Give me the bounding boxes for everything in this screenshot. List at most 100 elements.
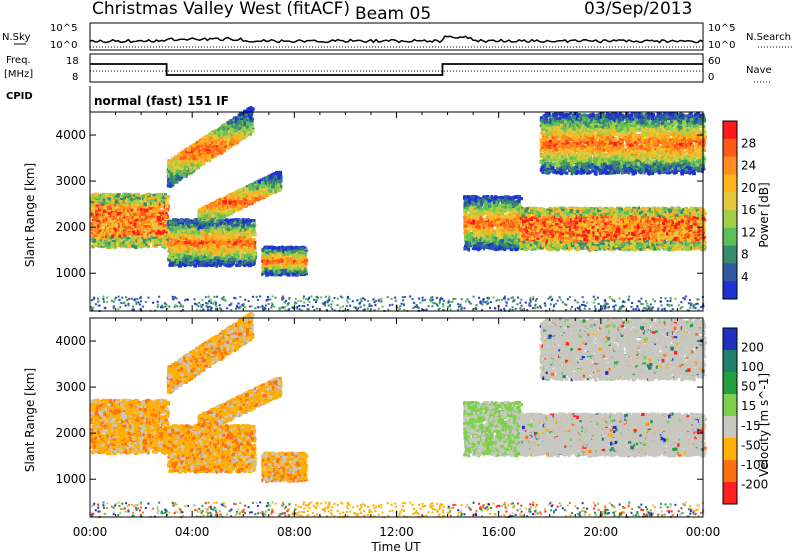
- power-cell: [242, 240, 245, 244]
- power-cell: [162, 230, 165, 234]
- power-cell: [128, 226, 131, 229]
- power-cell: [164, 233, 167, 236]
- top-panel-traces: [90, 36, 703, 75]
- power-cell: [222, 237, 224, 241]
- power-cell: [141, 195, 145, 198]
- power-cell: [193, 220, 195, 223]
- power-cell: [133, 231, 136, 235]
- power-cell: [171, 223, 174, 227]
- power-cell: [134, 223, 136, 227]
- power-cell: [240, 232, 244, 234]
- power-cell: [104, 228, 107, 231]
- power-cell: [219, 235, 222, 239]
- power-cell: [187, 225, 190, 228]
- power-cell: [197, 231, 199, 234]
- power-cell: [210, 253, 213, 255]
- power-cell: [99, 222, 101, 224]
- power-cell: [135, 204, 139, 207]
- power-cell: [164, 236, 168, 239]
- power-cell: [180, 224, 182, 226]
- power-cell: [250, 225, 253, 228]
- power-cell: [142, 227, 144, 230]
- power-cell: [125, 204, 129, 208]
- power-cell: [98, 234, 102, 236]
- power-cell: [90, 201, 94, 203]
- power-cell: [164, 195, 166, 198]
- power-cell: [214, 236, 217, 238]
- power-cell: [220, 232, 222, 234]
- power-cell: [96, 238, 99, 240]
- power-cell: [156, 241, 160, 244]
- power-cell: [90, 222, 93, 225]
- power-cell: [152, 194, 155, 196]
- power-cell: [180, 246, 182, 250]
- power-cell: [233, 254, 236, 257]
- power-cell: [211, 255, 214, 259]
- power-cell: [195, 236, 199, 238]
- power-cell: [152, 244, 154, 247]
- nsky-panel-frame: [90, 23, 703, 50]
- power-cell: [151, 202, 153, 205]
- power-cell: [125, 193, 129, 196]
- power-cell: [134, 236, 138, 238]
- power-cell: [99, 227, 102, 230]
- power-cell: [165, 216, 168, 218]
- power-cell: [108, 212, 110, 215]
- power-cell: [172, 238, 175, 241]
- power-cell: [137, 239, 140, 243]
- power-cell: [179, 250, 181, 252]
- power-cell: [157, 218, 160, 221]
- power-cell: [121, 215, 124, 217]
- power-cell: [107, 206, 111, 210]
- power-cell: [229, 244, 232, 246]
- power-cell: [201, 252, 204, 254]
- power-cell: [148, 228, 151, 232]
- power-cell: [144, 202, 148, 206]
- power-cell: [97, 216, 99, 219]
- nave-label: Nave: [746, 65, 772, 76]
- power-cell: [202, 233, 204, 236]
- power-cell: [216, 240, 219, 244]
- power-cell: [141, 223, 144, 227]
- power-cell: [120, 198, 124, 200]
- power-cell: [158, 209, 161, 211]
- power-cell: [185, 227, 187, 230]
- power-cell: [167, 241, 171, 243]
- power-cell: [167, 243, 171, 246]
- power-cell: [140, 208, 143, 211]
- power-cell: [131, 245, 135, 248]
- power-cell: [177, 238, 180, 241]
- power-cell: [251, 231, 254, 234]
- power-cell: [216, 244, 218, 247]
- power-cell: [236, 257, 239, 260]
- power-cell: [148, 238, 151, 240]
- power-cell: [137, 206, 139, 209]
- power-cell: [146, 209, 149, 213]
- power-cell: [249, 243, 251, 246]
- power-cell: [241, 255, 244, 259]
- power-cell: [147, 202, 150, 205]
- power-cell: [163, 215, 165, 218]
- power-cell: [109, 204, 112, 206]
- power-cell: [249, 229, 251, 232]
- power-cell: [238, 233, 240, 235]
- beam-label: Beam 05: [355, 4, 431, 24]
- power-cell: [245, 255, 249, 258]
- power-cell: [237, 239, 240, 243]
- power-heatmap: [90, 106, 707, 312]
- power-cell: [216, 248, 218, 251]
- power-cell: [175, 218, 178, 221]
- power-cell: [161, 204, 164, 208]
- power-cell: [225, 223, 228, 225]
- power-cell: [244, 261, 246, 264]
- power-cell: [221, 249, 224, 253]
- power-cell: [194, 240, 197, 244]
- power-cell: [139, 202, 142, 205]
- power-cell: [192, 228, 195, 231]
- power-cell: [118, 235, 121, 238]
- power-cell: [168, 259, 171, 261]
- power-cell: [104, 240, 108, 243]
- power-cell: [148, 220, 150, 223]
- power-cell: [153, 213, 156, 216]
- power-cell: [225, 255, 229, 257]
